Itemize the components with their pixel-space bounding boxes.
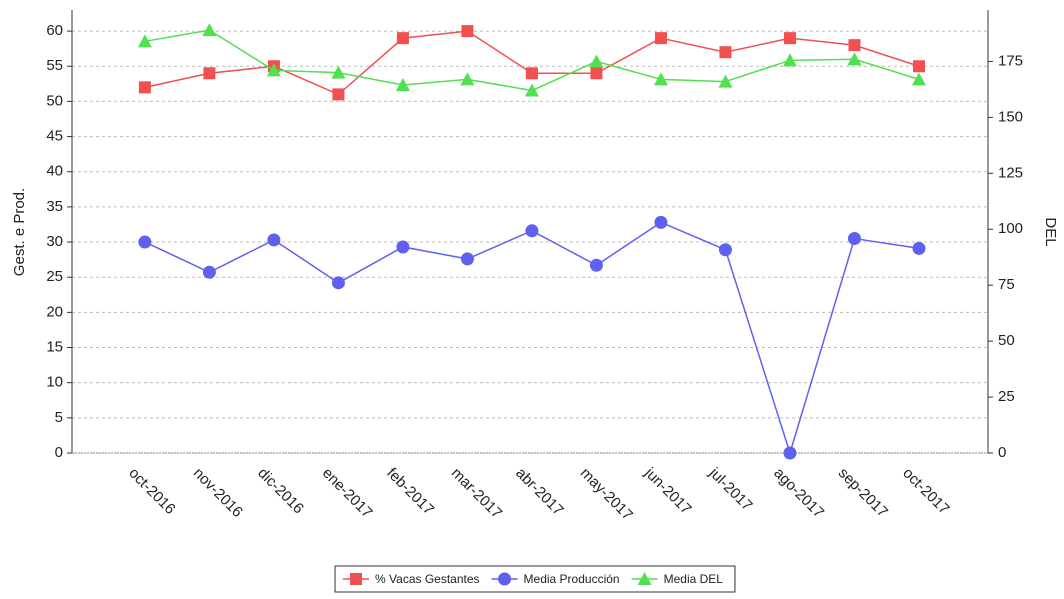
y2-axis-label: DEL bbox=[1042, 217, 1059, 246]
point bbox=[396, 240, 410, 254]
point bbox=[847, 52, 862, 66]
x-tick-label: ago-2017 bbox=[770, 465, 827, 522]
point bbox=[266, 63, 281, 77]
point bbox=[912, 60, 925, 73]
x-tick-label: ene-2017 bbox=[319, 465, 376, 522]
y-tick-label: 45 bbox=[46, 128, 63, 145]
x-tick-label: abr-2017 bbox=[512, 465, 566, 519]
x-tick-label: jun-2017 bbox=[641, 464, 695, 518]
point bbox=[719, 46, 732, 59]
point bbox=[395, 77, 410, 91]
point bbox=[654, 32, 667, 45]
y2-tick-label: 175 bbox=[998, 52, 1023, 69]
x-tick-label: feb-2017 bbox=[383, 465, 437, 519]
y-tick-label: 20 bbox=[46, 303, 63, 320]
y-tick-label: 40 bbox=[46, 163, 63, 180]
point bbox=[718, 74, 733, 88]
legend-marker bbox=[498, 572, 512, 586]
x-tick-label: sep-2017 bbox=[835, 465, 891, 521]
series-line bbox=[144, 221, 920, 456]
point bbox=[653, 72, 668, 86]
legend-marker bbox=[350, 573, 363, 585]
legend-marker bbox=[637, 572, 652, 585]
y-tick-label: 35 bbox=[46, 198, 63, 215]
y2-tick-label: 100 bbox=[998, 220, 1023, 237]
y2-tick-label: 25 bbox=[998, 388, 1015, 405]
point bbox=[589, 54, 604, 68]
legend-label: % Vacas Gestantes bbox=[375, 572, 480, 586]
y2-tick-label: 50 bbox=[998, 332, 1015, 349]
point bbox=[654, 215, 668, 229]
point bbox=[590, 67, 603, 80]
x-tick-label: mar-2017 bbox=[448, 465, 505, 522]
point bbox=[203, 67, 216, 80]
x-tick-label: oct-2017 bbox=[899, 465, 952, 518]
point bbox=[782, 53, 797, 67]
y-tick-label: 0 bbox=[55, 444, 63, 461]
y2-tick-label: 150 bbox=[998, 108, 1023, 125]
point bbox=[461, 25, 474, 38]
y-tick-label: 55 bbox=[46, 57, 63, 74]
point bbox=[460, 252, 474, 266]
y-tick-label: 60 bbox=[46, 22, 63, 39]
point bbox=[138, 235, 152, 249]
x-tick-label: oct-2016 bbox=[125, 465, 178, 518]
point bbox=[847, 232, 861, 246]
point bbox=[848, 39, 861, 52]
y-axis-label: Gest. e Prod. bbox=[11, 188, 28, 276]
y-tick-label: 10 bbox=[46, 374, 63, 391]
y-tick-label: 15 bbox=[46, 338, 63, 355]
point bbox=[589, 258, 603, 272]
point bbox=[202, 265, 216, 279]
point bbox=[137, 34, 152, 48]
legend: % Vacas Gestantes Media Producción Media D… bbox=[334, 565, 736, 593]
legend-label: Media DEL bbox=[664, 572, 724, 586]
point bbox=[138, 81, 151, 94]
point bbox=[460, 72, 475, 86]
y-tick-label: 5 bbox=[55, 409, 63, 426]
point bbox=[911, 72, 926, 86]
point bbox=[524, 83, 539, 97]
x-tick-label: nov-2016 bbox=[190, 465, 246, 521]
legend-box bbox=[334, 565, 736, 593]
point bbox=[331, 65, 346, 79]
point bbox=[525, 224, 539, 238]
y2-tick-label: 125 bbox=[998, 164, 1023, 181]
point bbox=[783, 446, 797, 460]
y-tick-label: 50 bbox=[46, 92, 63, 109]
point bbox=[912, 241, 926, 255]
y-tick-label: 25 bbox=[46, 268, 63, 285]
point bbox=[718, 243, 732, 257]
y2-tick-label: 0 bbox=[998, 444, 1006, 461]
y2-tick-label: 75 bbox=[998, 276, 1015, 293]
y-tick-label: 30 bbox=[46, 233, 63, 250]
legend-label: Media Producción bbox=[524, 572, 620, 586]
x-tick-label: dic-2016 bbox=[254, 465, 307, 518]
point bbox=[783, 32, 796, 45]
point bbox=[396, 32, 409, 45]
point bbox=[332, 88, 345, 101]
point bbox=[525, 67, 538, 80]
point bbox=[331, 276, 345, 290]
point bbox=[202, 23, 217, 37]
point bbox=[267, 233, 281, 247]
x-tick-label: jul-2017 bbox=[705, 464, 755, 514]
x-tick-label: may-2017 bbox=[577, 465, 636, 524]
